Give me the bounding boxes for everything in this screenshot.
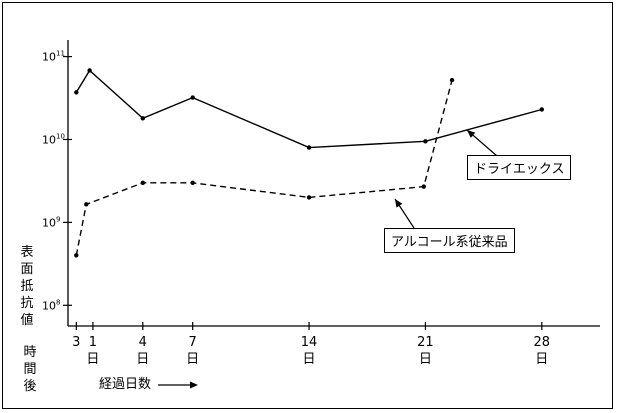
y-axis-label-char: 値 [20, 313, 34, 328]
data-point-dryx [539, 107, 545, 112]
x-tick-day-label: 日 [419, 352, 432, 367]
y-axis-label-char: 面 [20, 262, 34, 277]
x-tick-label: 28 [534, 335, 551, 350]
alcohol-label-box: アルコール系従来品 [384, 228, 515, 253]
first-tick-stack-char: 時 [23, 345, 37, 360]
y-tick-label: 109 [42, 215, 60, 229]
data-point-alcohol [190, 180, 195, 186]
data-point-alcohol [84, 202, 89, 207]
data-point-dryx [423, 139, 428, 144]
data-point-dryx [87, 68, 92, 73]
x-tick-day-label: 日 [86, 352, 99, 367]
data-point-alcohol [74, 253, 79, 258]
dryx-label-box: ドライエックス [467, 155, 572, 180]
data-point-dryx [306, 145, 312, 150]
alcohol-arrow-head [395, 199, 403, 208]
dryx-arrow-head [467, 130, 476, 138]
x-tick-label: 3 [72, 335, 80, 350]
first-tick-stack-char: 後 [23, 379, 37, 394]
data-point-dryx [74, 90, 79, 95]
x-tick-label: 7 [189, 335, 197, 350]
y-axis-label-char: 表 [20, 245, 34, 260]
first-tick-stack-char: 間 [23, 362, 37, 377]
dryx-label-text: ドライエックス [474, 162, 565, 177]
y-tick-label: 108 [42, 298, 60, 312]
y-axis-label-char: 抗 [20, 296, 34, 311]
x-tick-label: 21 [417, 335, 434, 350]
axes [67, 40, 600, 327]
x-tick-label: 14 [301, 335, 318, 350]
y-axis-label-char: 抵 [20, 279, 34, 294]
alcohol-label-text: アルコール系従来品 [391, 235, 508, 250]
x-tick-day-label: 日 [186, 352, 199, 367]
x-tick-label: 4 [139, 335, 147, 350]
data-point-dryx [140, 116, 146, 121]
x-tick-day-label: 日 [535, 352, 548, 367]
x-axis-label: 経過日数 [99, 373, 199, 392]
data-point-alcohol [449, 77, 455, 83]
x-tick-label: 1 [89, 335, 97, 350]
tick-labels: 108 109 1010 1011 3 1 日 4 日 7 日 14 日 21 日 28 日 [42, 50, 550, 367]
data-series [74, 68, 545, 258]
x-axis-label-text: 経過日数 [99, 377, 152, 392]
y-tick-label: 1011 [42, 50, 65, 64]
data-point-dryx [190, 95, 195, 100]
data-point-alcohol [140, 180, 146, 186]
chart-frame [2, 2, 613, 409]
data-point-alcohol [306, 195, 312, 200]
y-axis-label: 表 面 抵 抗 値 [18, 244, 36, 329]
data-point-alcohol [421, 184, 426, 189]
first-tick-stack-label: 時 間 後 [22, 344, 38, 395]
x-axis-arrow-icon [158, 381, 199, 388]
tick-marks [63, 55, 543, 330]
x-tick-day-label: 日 [136, 352, 149, 367]
y-tick-label: 1010 [42, 132, 65, 146]
x-tick-day-label: 日 [303, 352, 316, 367]
annotation-arrows [394, 129, 498, 229]
